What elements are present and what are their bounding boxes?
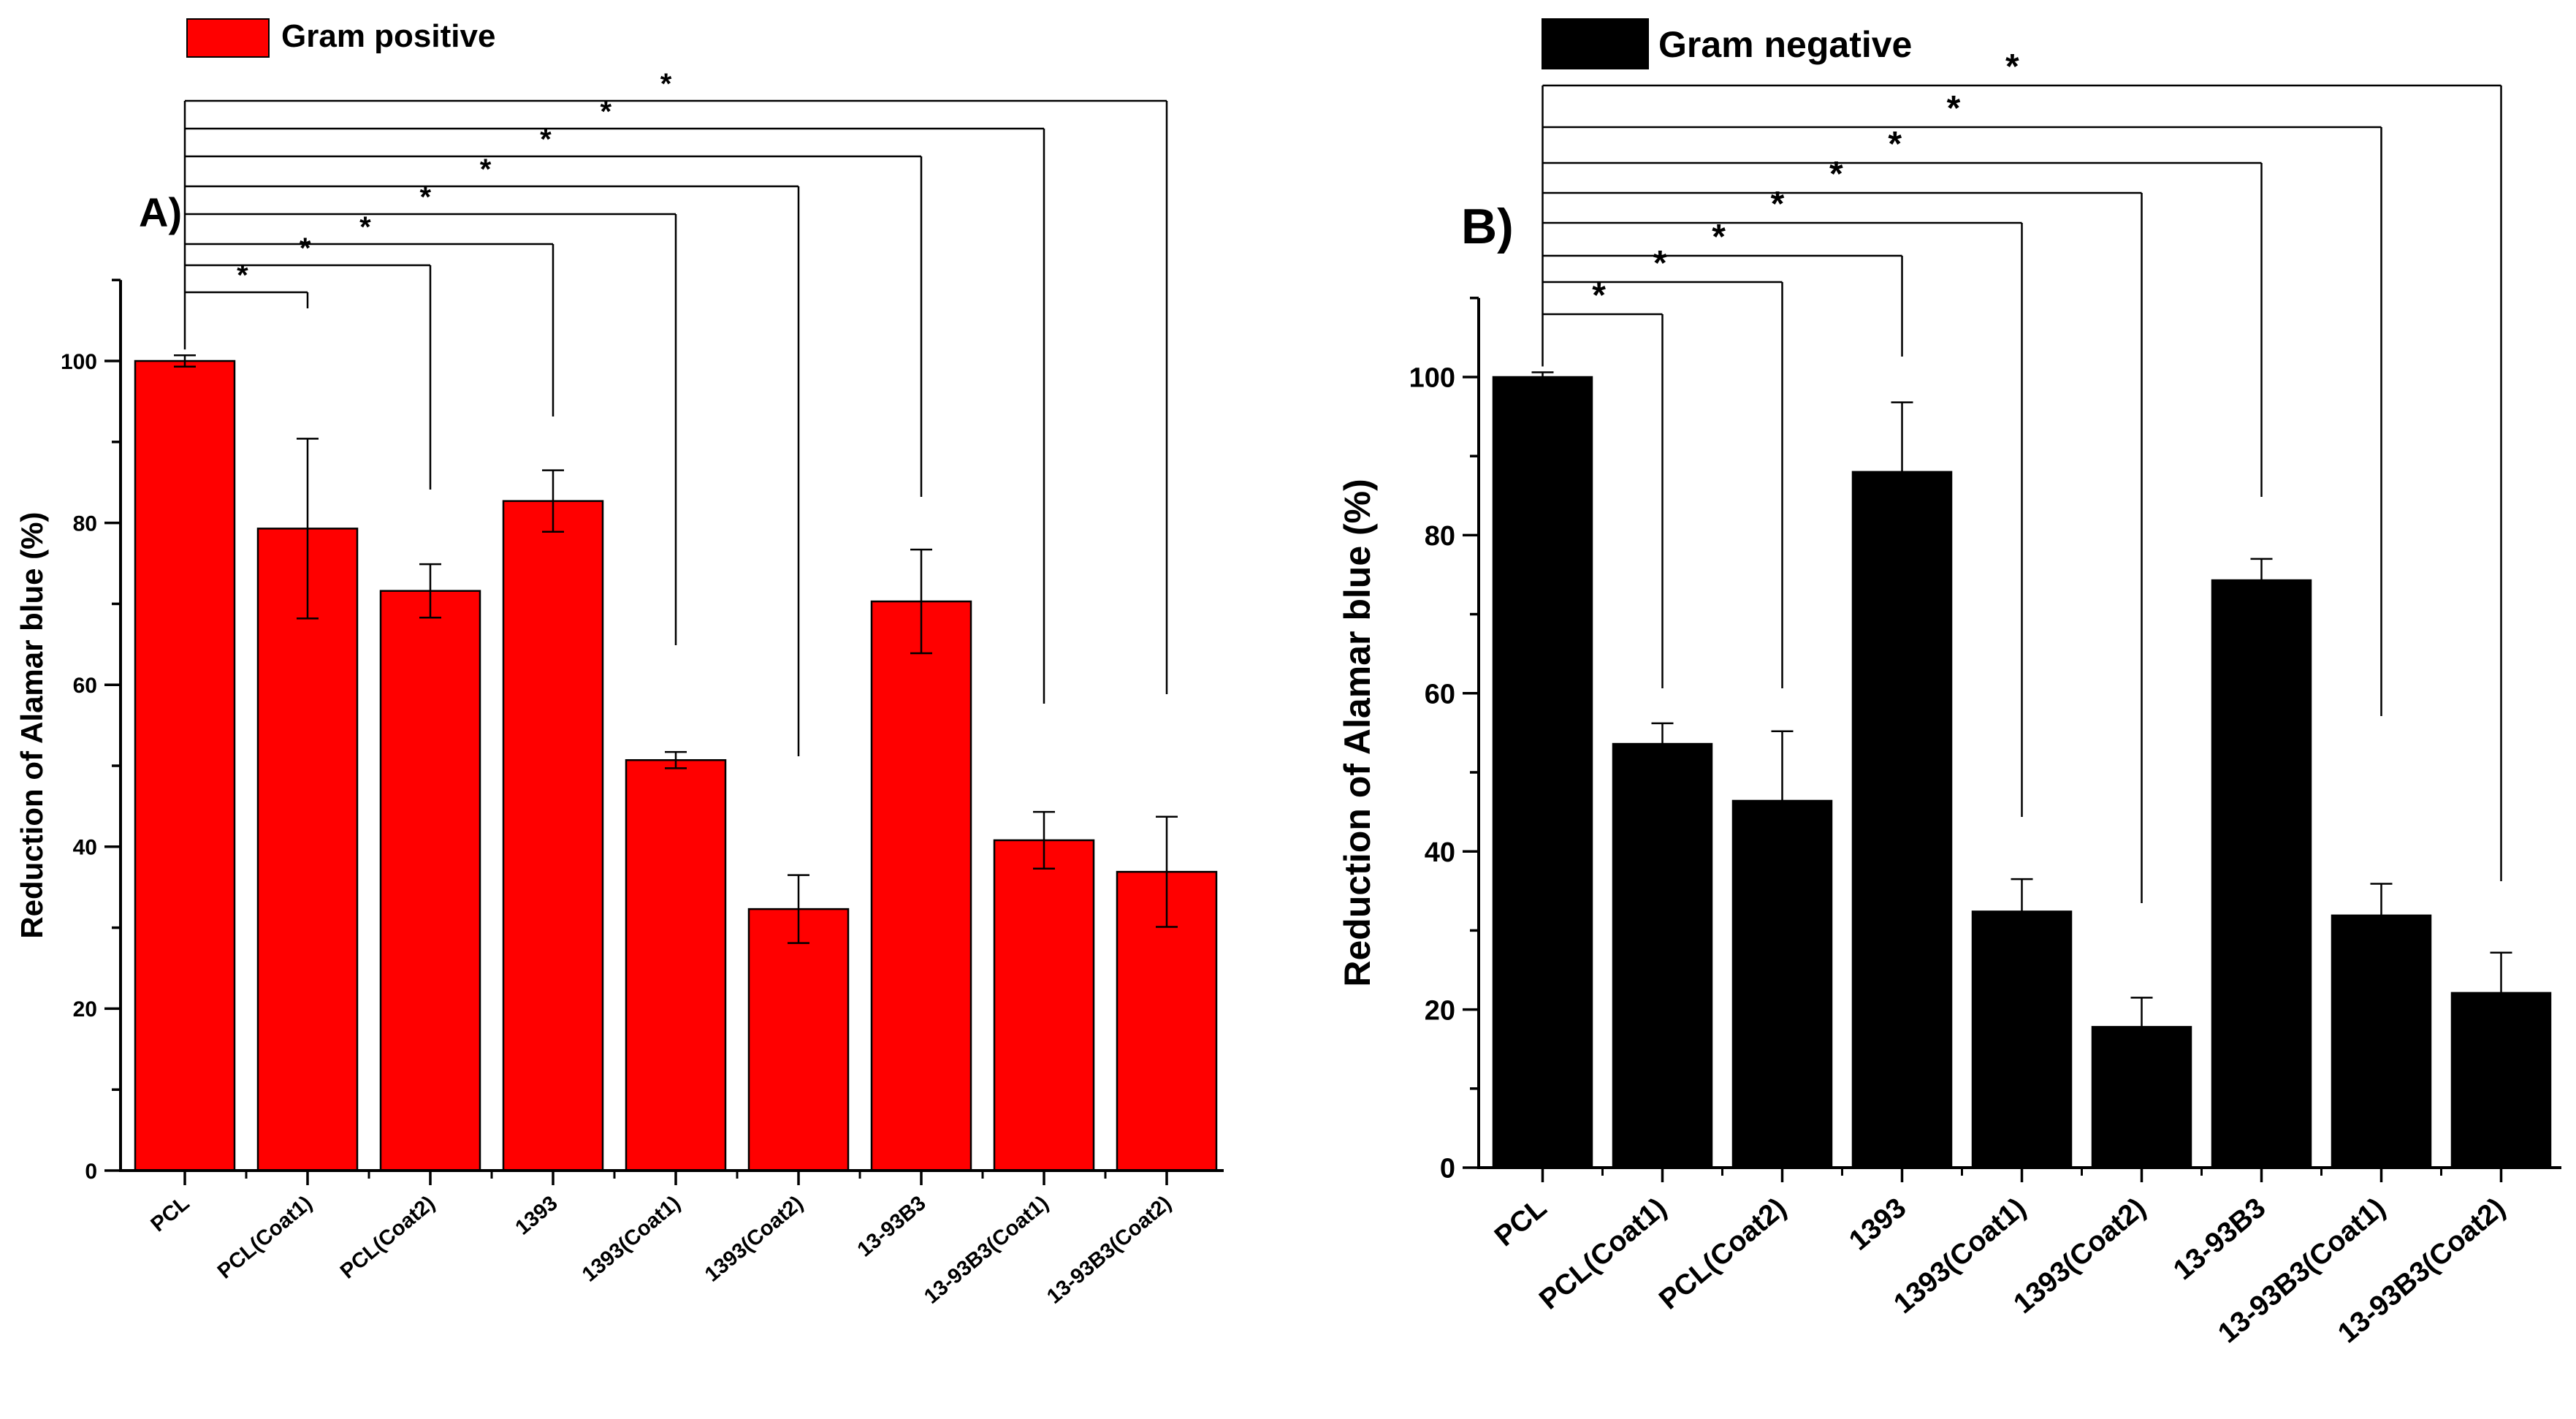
bar <box>1971 910 2073 1169</box>
bar <box>256 528 359 1172</box>
y-tick-label: 60 <box>1425 679 1455 710</box>
bar <box>993 839 1095 1172</box>
bar <box>625 758 727 1172</box>
y-tick-label: 100 <box>1409 363 1455 394</box>
bar <box>1612 742 1713 1169</box>
panel-label: B) <box>1461 199 1514 254</box>
y-tick-label: 20 <box>73 997 97 1022</box>
bar <box>747 908 850 1172</box>
y-tick-label: 80 <box>1425 521 1455 552</box>
significance-star: * <box>300 232 311 265</box>
legend-label: Gram positive <box>281 18 495 54</box>
x-tick-label: 1393(Coat1) <box>1888 1192 2032 1320</box>
bar <box>134 359 236 1172</box>
significance-star: * <box>480 153 492 186</box>
x-tick-label: PCL(Coat2) <box>1653 1192 1792 1315</box>
significance-star: * <box>600 96 611 128</box>
significance-star: * <box>1888 125 1902 164</box>
y-tick-label: 60 <box>73 674 97 698</box>
significance-star: * <box>2005 47 2019 86</box>
x-tick-label: 13-93B3 <box>853 1192 931 1262</box>
x-tick-label: 1393(Coat2) <box>2008 1192 2152 1320</box>
bar <box>1492 376 1593 1169</box>
legend-swatch <box>1542 18 1649 69</box>
x-tick-label: 1393(Coat1) <box>578 1192 685 1287</box>
x-tick-label: 1393 <box>511 1192 563 1240</box>
y-tick-label: 80 <box>73 511 97 536</box>
y-axis-label: Reduction of Alamar blue (%) <box>15 512 49 939</box>
y-tick-label: 0 <box>85 1160 97 1184</box>
y-tick-label: 20 <box>1425 995 1455 1026</box>
significance-star: * <box>359 211 371 243</box>
y-tick-label: 100 <box>61 350 97 374</box>
x-tick-label: PCL(Coat2) <box>336 1192 440 1284</box>
significance-star: * <box>660 68 672 100</box>
y-tick-label: 0 <box>1440 1154 1455 1184</box>
x-tick-label: PCL <box>1489 1192 1552 1252</box>
panel-b-gram-negative: Gram negative B) Reduction of Alamar blue … <box>1337 18 2561 1350</box>
panel-a-gram-positive: Gram positive A) Reduction of Alamar blue … <box>15 18 1224 1309</box>
x-tick-label: 1393 <box>1843 1192 1912 1257</box>
x-tick-label: 13-93B3 <box>2168 1192 2271 1286</box>
bar <box>1851 471 1953 1169</box>
significance-star: * <box>1653 244 1667 283</box>
significance-star: * <box>1947 89 1961 128</box>
significance-star: * <box>1771 185 1785 224</box>
significance-star: * <box>237 259 248 292</box>
significance-star: * <box>1829 155 1843 194</box>
bar <box>2331 914 2432 1169</box>
bar <box>2211 579 2312 1169</box>
bar <box>502 500 604 1172</box>
y-tick-label: 40 <box>1425 837 1455 868</box>
x-tick-label: PCL <box>146 1192 194 1237</box>
x-tick-label: 1393(Coat2) <box>701 1192 808 1287</box>
x-tick-label: 13-93B3(Coat1) <box>920 1192 1053 1309</box>
significance-star: * <box>419 181 431 213</box>
y-tick-label: 40 <box>73 836 97 860</box>
x-tick-label: 13-93B3(Coat2) <box>1043 1192 1175 1309</box>
x-tick-label: PCL(Coat1) <box>1533 1192 1672 1315</box>
y-axis-label: Reduction of Alamar blue (%) <box>1337 479 1378 986</box>
bar <box>379 590 481 1172</box>
significance-star: * <box>540 123 552 156</box>
legend-swatch <box>186 18 270 58</box>
significance-star: * <box>1712 218 1726 256</box>
legend-label: Gram negative <box>1658 24 1912 65</box>
bar <box>870 600 972 1172</box>
significance-star: * <box>1592 276 1606 315</box>
panel-label: A) <box>139 189 182 235</box>
x-tick-label: PCL(Coat1) <box>213 1192 317 1284</box>
